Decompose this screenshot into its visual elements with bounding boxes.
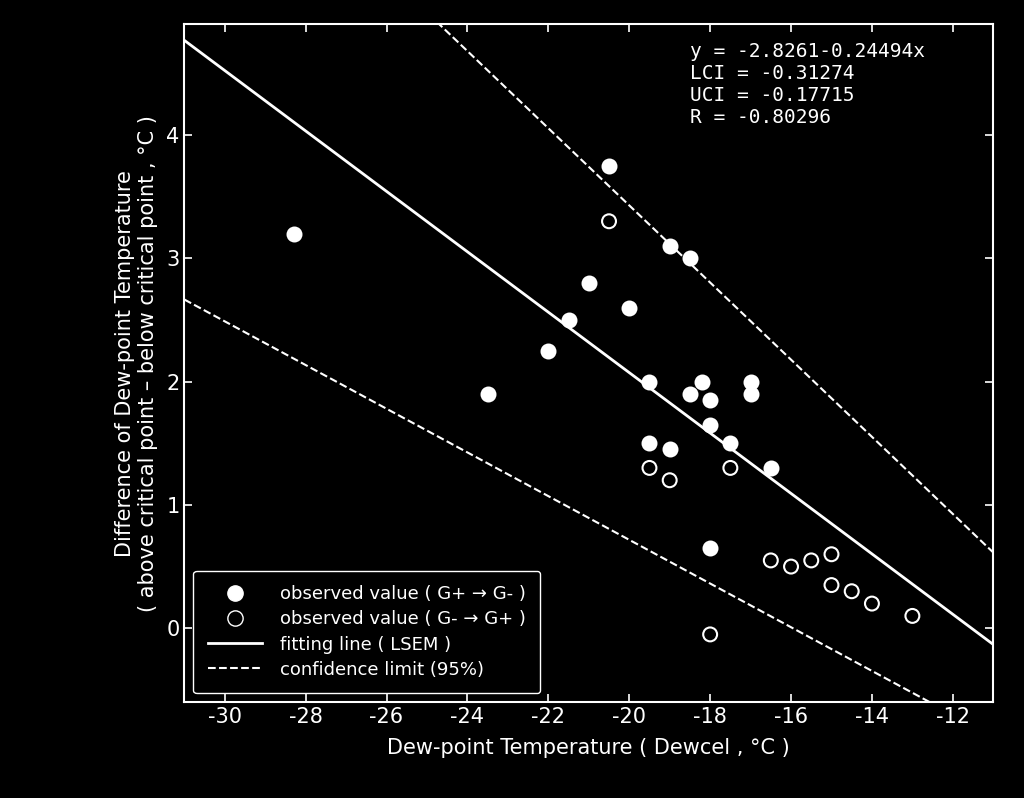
Point xyxy=(662,239,678,252)
Point xyxy=(742,388,759,401)
Point xyxy=(702,393,719,406)
Point xyxy=(782,560,799,573)
Point xyxy=(641,437,657,449)
Point xyxy=(803,554,819,567)
Point xyxy=(702,628,719,641)
Point xyxy=(641,461,657,474)
Point xyxy=(621,301,637,314)
Point xyxy=(823,579,840,591)
X-axis label: Dew-point Temperature ( Dewcel , °C ): Dew-point Temperature ( Dewcel , °C ) xyxy=(387,738,791,758)
Point xyxy=(702,542,719,555)
Point xyxy=(662,443,678,456)
Point xyxy=(641,375,657,388)
Point xyxy=(581,277,597,290)
Point xyxy=(601,215,617,227)
Point xyxy=(694,375,711,388)
Point xyxy=(286,227,302,240)
Point xyxy=(662,474,678,487)
Point xyxy=(540,345,556,358)
Text: y = -2.8261-0.24494x
LCI = -0.31274
UCI = -0.17715
R = -0.80296: y = -2.8261-0.24494x LCI = -0.31274 UCI … xyxy=(690,42,925,128)
Point xyxy=(722,437,738,449)
Point xyxy=(682,252,698,265)
Point xyxy=(823,548,840,561)
Point xyxy=(479,388,496,401)
Point xyxy=(844,585,860,598)
Point xyxy=(601,160,617,172)
Point xyxy=(763,461,779,474)
Point xyxy=(560,314,577,326)
Point xyxy=(904,610,921,622)
Point xyxy=(763,554,779,567)
Point xyxy=(702,418,719,431)
Y-axis label: Difference of Dew-point Temperature
( above critical point – below critical poin: Difference of Dew-point Temperature ( ab… xyxy=(115,115,158,611)
Point xyxy=(722,461,738,474)
Legend: observed value ( G+ → G- ), observed value ( G- → G+ ), fitting line ( LSEM ), c: observed value ( G+ → G- ), observed val… xyxy=(194,571,541,693)
Point xyxy=(863,597,880,610)
Point xyxy=(682,388,698,401)
Point xyxy=(742,375,759,388)
